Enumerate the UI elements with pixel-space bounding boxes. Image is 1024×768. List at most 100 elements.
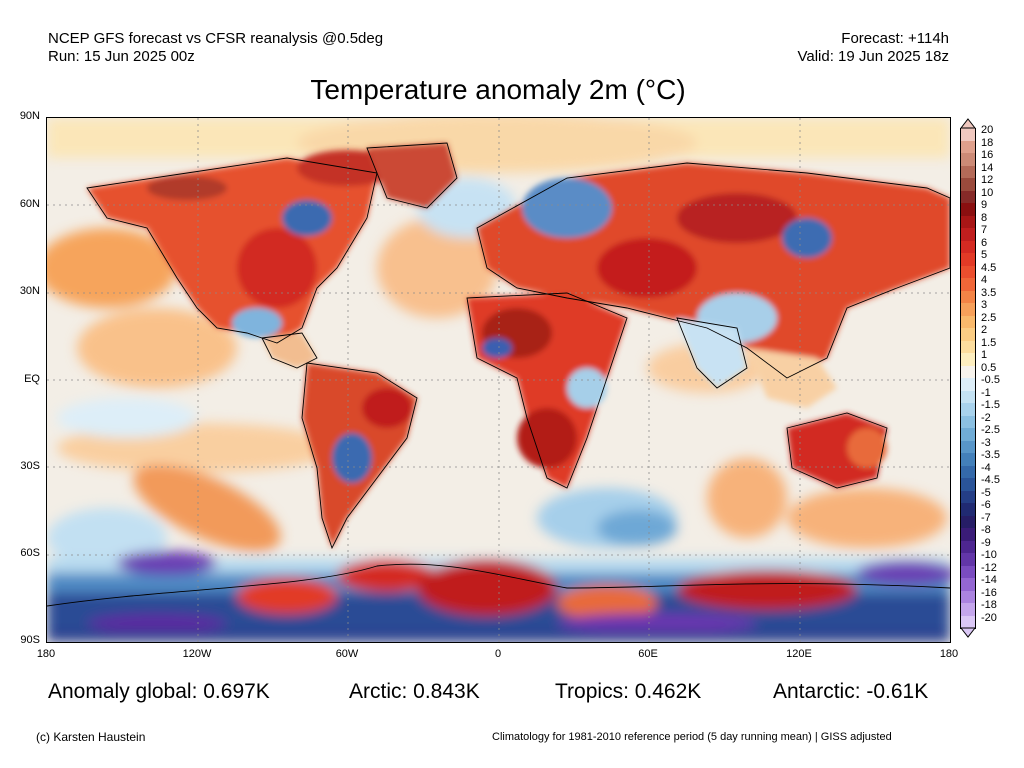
colorbar-label: 7: [981, 224, 988, 236]
colorbar-label: -16: [981, 586, 997, 599]
colorbar-label: -3.5: [981, 449, 1000, 461]
colorbar-segment: [960, 278, 976, 291]
run-line: Run: 15 Jun 2025 00z: [48, 48, 195, 65]
colorbar-segment: [960, 140, 976, 154]
colorbar-label: -12: [981, 561, 997, 574]
colorbar-segment: [960, 265, 976, 279]
colorbar-segment: [960, 365, 976, 379]
colorbar-label: 9: [981, 199, 988, 211]
colorbar-label: 1.5: [981, 336, 997, 349]
colorbar-label: 2: [981, 324, 988, 336]
forecast-line: Forecast: +114h: [841, 30, 949, 47]
colorbar-segment: [960, 553, 976, 566]
colorbar-segment: [960, 590, 976, 604]
colorbar-segment: [960, 128, 976, 141]
colorbar-segment: [960, 153, 976, 166]
colorbar-segment: [960, 403, 976, 416]
colorbar-label: 20: [981, 124, 994, 136]
colorbar-segment: [960, 240, 976, 254]
colorbar-segment: [960, 378, 976, 391]
colorbar-segment: [960, 453, 976, 466]
colorbar-label: -0.5: [981, 374, 1000, 386]
colorbar-segment: [960, 228, 976, 241]
colorbar-label: 2.5: [981, 311, 997, 324]
lat-label-30n: 30N: [19, 285, 40, 297]
lon-label-60e: 60E: [638, 648, 658, 660]
colorbar-segment: [960, 440, 976, 454]
lat-label-60n: 60N: [19, 198, 40, 210]
colorbar-segment: [960, 490, 976, 504]
colorbar-label: -14: [981, 574, 997, 586]
colorbar-segment: [960, 540, 976, 554]
colorbar-segment: [960, 390, 976, 404]
colorbar-label: 10: [981, 186, 994, 199]
colorbar-segment: [960, 190, 976, 204]
colorbar-label: 18: [981, 136, 994, 149]
header-left: NCEP GFS forecast vs CFSR reanalysis @0.…: [48, 30, 383, 66]
colorbar-bottom-arrow: [960, 627, 976, 638]
colorbar-label: -2: [981, 411, 991, 424]
colorbar-label: 3: [981, 299, 988, 311]
climatology-note: Climatology for 1981-2010 reference peri…: [492, 731, 892, 743]
colorbar-segment: [960, 203, 976, 216]
colorbar-label: 8: [981, 211, 988, 224]
colorbar-label: -2.5: [981, 424, 1000, 436]
colorbar-segment: [960, 303, 976, 316]
colorbar-label: 14: [981, 161, 994, 174]
colorbar-segment: [960, 603, 976, 616]
lat-label-eq: EQ: [24, 373, 40, 385]
colorbar-label: 1: [981, 349, 988, 361]
colorbar-segment: [960, 353, 976, 366]
colorbar-label: -10: [981, 549, 997, 561]
lon-label-120e: 120E: [786, 648, 812, 660]
colorbar-label: -6: [981, 499, 991, 511]
colorbar-label: -5: [981, 486, 991, 499]
anomaly-map: [46, 117, 951, 643]
lat-label-90n: 90N: [19, 110, 40, 122]
header-right: Forecast: +114h Valid: 19 Jun 2025 18z: [797, 30, 949, 66]
colorbar-label: 6: [981, 236, 988, 249]
colorbar-segment: [960, 465, 976, 479]
colorbar-label: -9: [981, 536, 991, 549]
colorbar-segment: [960, 515, 976, 529]
graticule: [47, 118, 950, 642]
stat-arctic: Arctic: 0.843K: [349, 680, 480, 703]
colorbar-segment: [960, 615, 976, 629]
stat-antarctic: Antarctic: -0.61K: [773, 680, 929, 703]
lat-label-30s: 30S: [20, 460, 40, 472]
colorbar-label: -8: [981, 524, 991, 536]
source-line: NCEP GFS forecast vs CFSR reanalysis @0.…: [48, 30, 384, 47]
colorbar-segment: [960, 528, 976, 541]
colorbar-segment: [960, 215, 976, 229]
colorbar-label: 0.5: [981, 361, 997, 374]
colorbar-segment: [960, 178, 976, 191]
colorbar-segment: [960, 415, 976, 429]
land-field: [87, 143, 950, 548]
colorbar-segment: [960, 328, 976, 341]
stat-global: Anomaly global: 0.697K: [48, 680, 270, 703]
colorbar-label: -1.5: [981, 399, 1000, 411]
colorbar-segment: [960, 165, 976, 179]
colorbar-segment: [960, 478, 976, 491]
colorbar-segment: [960, 315, 976, 329]
colorbar-label: -4.5: [981, 474, 1000, 486]
colorbar-label: -20: [981, 611, 997, 624]
colorbar-segment: [960, 428, 976, 441]
colorbar-segment: [960, 340, 976, 354]
colorbar-segment: [960, 578, 976, 591]
colorbar-segment: [960, 253, 976, 266]
colorbar-label: 12: [981, 174, 994, 186]
colorbar-label: 16: [981, 149, 994, 161]
lon-label-120w: 120W: [182, 648, 212, 660]
lon-label-0: 0: [494, 648, 502, 660]
colorbar-segment: [960, 565, 976, 579]
coastlines: [47, 142, 950, 607]
colorbar-label: 3.5: [981, 286, 997, 299]
valid-line: Valid: 19 Jun 2025 18z: [797, 48, 949, 65]
colorbar-label: -4: [981, 461, 991, 474]
lon-label-180e: 180: [939, 648, 959, 660]
colorbar-top-arrow: [960, 118, 976, 129]
colorbar-label: -18: [981, 599, 997, 611]
lat-label-90s: 90S: [20, 634, 40, 646]
map-title: Temperature anomaly 2m (°C): [310, 74, 686, 105]
